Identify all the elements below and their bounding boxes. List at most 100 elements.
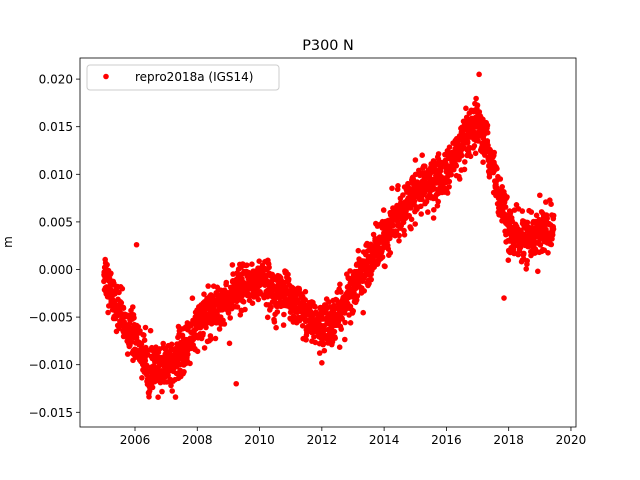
data-point (475, 138, 481, 144)
data-point (548, 201, 554, 207)
x-tick-label: 2020 (556, 433, 587, 447)
data-point (347, 268, 353, 274)
data-point (480, 159, 486, 165)
data-point (139, 375, 145, 381)
data-point (142, 324, 149, 331)
data-point (290, 285, 296, 292)
legend-label: repro2018a (IGS14) (135, 70, 253, 84)
data-point (302, 288, 309, 295)
x-tick-label: 2008 (182, 433, 213, 447)
data-point (446, 178, 453, 185)
data-point (474, 102, 481, 108)
data-point (249, 300, 256, 307)
data-point (143, 344, 149, 351)
x-tick-label: 2016 (431, 433, 462, 447)
data-point (462, 159, 468, 165)
data-point (368, 276, 375, 283)
data-point (537, 242, 544, 248)
data-point (528, 209, 535, 215)
data-point (312, 339, 319, 346)
y-tick-label: 0.005 (39, 215, 73, 229)
data-point (422, 163, 428, 169)
data-point (484, 138, 491, 144)
data-point (165, 372, 171, 379)
data-point (463, 105, 469, 112)
data-point (338, 289, 344, 295)
x-tick-label: 2006 (120, 433, 151, 447)
data-point (494, 165, 500, 172)
data-point-outlier (501, 295, 507, 301)
data-point (221, 321, 228, 327)
data-point (453, 163, 460, 169)
data-point (189, 295, 196, 302)
data-point (408, 216, 415, 223)
data-point (458, 152, 465, 159)
chart-title: P300 N (302, 38, 354, 54)
data-point (411, 198, 418, 204)
data-point (200, 330, 206, 337)
data-point (418, 203, 424, 210)
data-point (550, 212, 557, 219)
data-point (249, 261, 255, 268)
data-point (104, 261, 110, 268)
data-point (273, 324, 279, 331)
x-tick-label: 2018 (493, 433, 524, 447)
data-point (155, 394, 161, 401)
data-point (434, 203, 441, 209)
data-point (285, 271, 291, 278)
data-point (425, 209, 431, 215)
data-point (131, 315, 137, 321)
x-tick-label: 2012 (307, 433, 338, 447)
data-point (105, 309, 111, 316)
data-point (419, 196, 425, 203)
x-tick-label: 2014 (369, 433, 400, 447)
data-point (210, 293, 216, 300)
data-point (412, 157, 419, 163)
data-point (141, 332, 147, 338)
data-point (471, 143, 478, 149)
data-point (331, 328, 338, 335)
data-point (172, 394, 179, 400)
data-point (491, 149, 498, 156)
data-point (502, 204, 509, 210)
data-point (535, 268, 541, 275)
data-point (448, 171, 455, 178)
data-point-outlier (233, 380, 240, 387)
data-point (141, 337, 148, 344)
data-point (312, 303, 318, 310)
data-point (316, 350, 323, 356)
data-point (548, 241, 555, 248)
data-point (387, 250, 394, 256)
data-point (266, 264, 272, 271)
data-point (435, 198, 442, 205)
data-point (472, 150, 479, 157)
data-point (268, 304, 274, 311)
data-point (418, 211, 425, 217)
data-point (435, 151, 442, 157)
data-point (396, 238, 402, 244)
data-point (408, 225, 414, 232)
data-point (473, 95, 479, 102)
data-point (524, 258, 530, 264)
data-point (119, 285, 126, 292)
legend-marker (103, 73, 109, 80)
data-point (347, 320, 354, 326)
y-axis: −0.015 −0.010 −0.005 0.000 0.005 0.010 0.015 0.… (29, 73, 80, 420)
data-point (226, 340, 233, 347)
data-point (545, 250, 551, 256)
data-point (303, 337, 309, 343)
data-point-outlier (319, 359, 325, 366)
data-point (116, 289, 122, 296)
data-point (544, 215, 550, 222)
data-point (342, 319, 348, 326)
data-points (101, 71, 557, 401)
data-point (456, 176, 463, 182)
data-point (360, 309, 367, 316)
data-point (229, 262, 236, 268)
data-point-outlier (133, 241, 140, 248)
data-point (168, 341, 175, 348)
data-point (234, 304, 241, 310)
data-point (128, 339, 135, 345)
data-point (355, 247, 362, 254)
